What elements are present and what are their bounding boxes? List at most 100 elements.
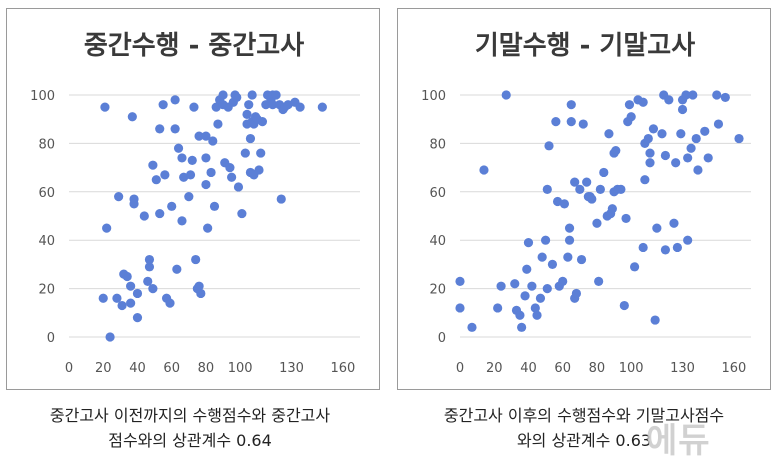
data-point	[517, 322, 527, 332]
data-point	[143, 276, 153, 286]
data-point	[523, 238, 534, 248]
data-point	[184, 192, 194, 202]
y-tick-label: 100	[30, 89, 55, 104]
x-tick-label: 160	[330, 361, 355, 376]
data-point	[191, 254, 201, 265]
data-point	[683, 153, 693, 163]
data-point	[686, 143, 696, 153]
data-point	[208, 136, 218, 146]
data-point	[194, 131, 204, 141]
data-point	[681, 90, 691, 100]
scatter-chart-midterm: 중간수행 - 중간고사 0 20 40 60 80 100 0 20 40 60 80 100 130 16…	[30, 31, 360, 376]
data-point	[669, 218, 679, 228]
data-point	[225, 163, 235, 173]
y-tick-label: 100	[421, 89, 446, 104]
data-point	[576, 254, 587, 265]
data-point	[105, 332, 115, 342]
data-point	[254, 165, 264, 175]
data-point	[677, 104, 688, 115]
data-point	[621, 213, 631, 224]
data-point	[691, 133, 701, 144]
data-point	[700, 126, 710, 136]
x-tick-label: 60	[163, 361, 180, 376]
data-point	[493, 303, 503, 313]
data-point	[530, 303, 540, 313]
data-point	[276, 194, 286, 204]
data-point	[547, 259, 558, 269]
data-point	[257, 117, 268, 127]
data-point	[566, 100, 576, 110]
data-point	[645, 148, 655, 158]
data-point	[619, 300, 629, 311]
y-tick-label: 80	[38, 137, 55, 152]
y-tick-label: 20	[38, 283, 55, 298]
data-point	[233, 182, 244, 192]
caption-final: 중간고사 이후의 수행점수와 기말고사점수 와의 상관계수 0.63	[394, 403, 774, 453]
data-point	[604, 129, 614, 139]
data-point	[196, 288, 206, 299]
x-tick-label: 80	[198, 361, 215, 376]
data-point	[151, 175, 161, 185]
y-tick-label: 0	[47, 331, 55, 346]
data-point	[558, 276, 568, 286]
y-tick-label: 40	[429, 234, 446, 249]
x-tick-label: 100	[619, 361, 644, 376]
data-point	[170, 95, 180, 105]
data-point	[165, 298, 175, 308]
data-point	[317, 102, 327, 112]
data-point	[522, 264, 532, 274]
watermark-logo: 에듀	[646, 421, 711, 461]
chart-title: 기말수행 - 기말고사	[475, 31, 695, 61]
data-point	[268, 100, 278, 110]
data-point	[683, 235, 693, 245]
data-point	[527, 281, 537, 291]
data-point	[148, 160, 158, 170]
data-point	[587, 194, 597, 204]
data-point	[664, 95, 674, 105]
x-tick-label: 160	[721, 361, 746, 376]
data-point	[132, 313, 143, 323]
data-point	[616, 184, 626, 194]
data-point	[542, 184, 552, 194]
data-point	[595, 184, 605, 194]
data-point	[114, 192, 124, 202]
data-point	[132, 288, 143, 299]
data-point	[563, 252, 573, 262]
data-point	[158, 100, 168, 110]
data-point	[227, 172, 237, 182]
data-point	[582, 177, 592, 187]
x-tick-label: 80	[589, 361, 606, 376]
data-point	[172, 264, 182, 274]
data-point	[566, 117, 576, 127]
data-point	[532, 310, 542, 320]
x-tick-label: 60	[554, 361, 571, 376]
data-point	[599, 167, 609, 178]
data-point	[144, 254, 155, 265]
data-point	[520, 291, 530, 301]
data-point	[510, 279, 520, 289]
data-point	[185, 170, 196, 180]
data-point	[544, 141, 554, 151]
data-point	[98, 293, 108, 303]
x-tick-label: 130	[279, 361, 304, 376]
data-point	[594, 276, 604, 286]
data-point	[102, 223, 112, 233]
data-point	[245, 133, 256, 144]
data-point	[570, 177, 580, 187]
data-point	[575, 184, 585, 194]
x-tick-label: 100	[228, 361, 253, 376]
data-point	[201, 131, 211, 141]
x-tick-label: 0	[456, 361, 464, 376]
data-point	[638, 242, 648, 253]
data-point	[720, 92, 730, 103]
data-point	[213, 119, 223, 129]
data-point	[645, 158, 655, 168]
data-point	[630, 262, 640, 272]
data-point	[542, 284, 552, 294]
data-point	[734, 133, 744, 144]
data-point	[201, 153, 211, 163]
data-point	[479, 165, 489, 175]
data-point	[201, 179, 211, 190]
data-point	[155, 208, 165, 219]
data-point	[660, 245, 671, 255]
